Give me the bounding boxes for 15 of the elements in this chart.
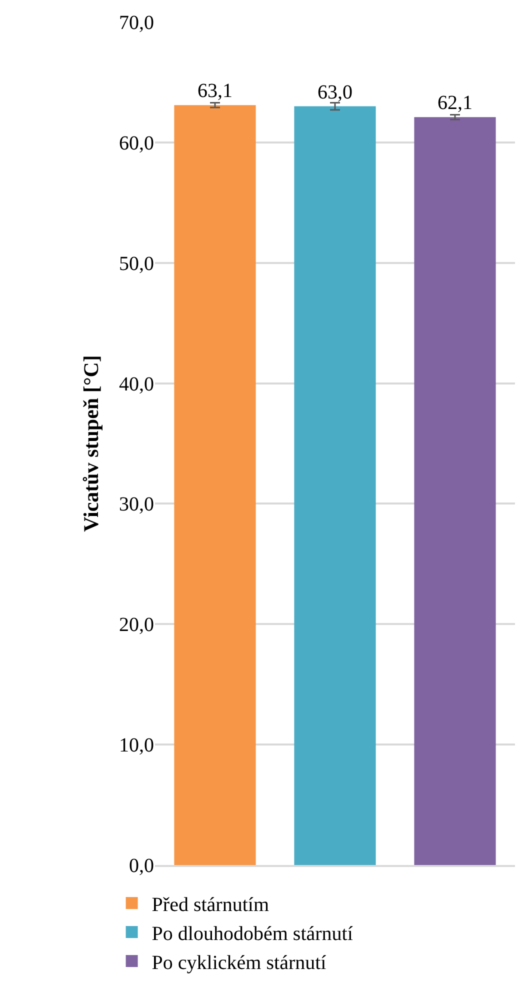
y-axis-title: Vicatův stupeň [°C] bbox=[79, 355, 104, 532]
y-tick-label: 30,0 bbox=[119, 494, 154, 516]
y-tick-label: 60,0 bbox=[119, 132, 154, 154]
y-tick-label: 40,0 bbox=[119, 373, 154, 396]
legend-label: Po dlouhodobém stárnutí bbox=[152, 922, 354, 945]
data-label: 63,0 bbox=[318, 81, 352, 104]
data-label: 63,1 bbox=[198, 80, 232, 102]
data-label: 62,1 bbox=[438, 92, 472, 114]
y-tick-label: 10,0 bbox=[119, 734, 154, 757]
legend-label: Po cyklickém stárnutí bbox=[152, 952, 327, 974]
y-tick-label: 70,0 bbox=[119, 12, 154, 34]
y-tick-label: 0,0 bbox=[129, 855, 154, 877]
y-tick-label: 50,0 bbox=[119, 252, 154, 275]
legend-label: Před stárnutím bbox=[152, 894, 270, 916]
y-tick-label: 20,0 bbox=[119, 614, 154, 636]
